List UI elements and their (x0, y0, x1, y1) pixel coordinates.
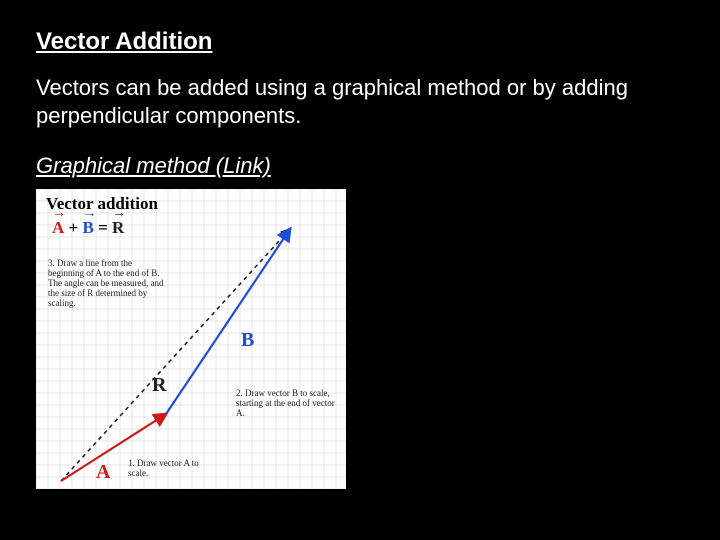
step-2: 2. Draw vector B to scale, starting at t… (236, 389, 336, 419)
step-1: 1. Draw vector A to scale. (128, 459, 208, 479)
label-R: R (152, 374, 166, 397)
body-text: Vectors can be added using a graphical m… (36, 74, 684, 129)
vector-addition-diagram: Vector addition A + B = R A B R 1. Draw … (36, 189, 346, 489)
step-3: 3. Draw a line from the beginning of A t… (48, 259, 168, 308)
graphical-method-link[interactable]: Graphical method (Link) (36, 153, 684, 179)
label-B: B (241, 329, 254, 352)
page-title: Vector Addition (36, 28, 684, 56)
diagram-equation: A + B = R (52, 217, 124, 238)
label-A: A (96, 461, 110, 484)
